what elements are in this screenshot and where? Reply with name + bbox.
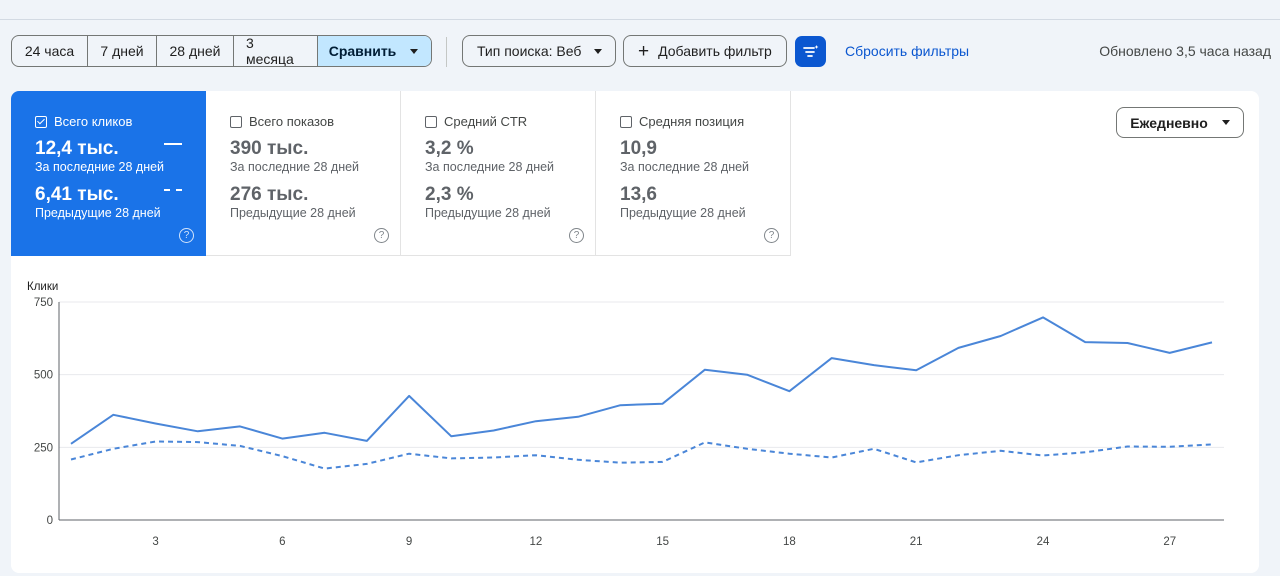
range-24h-button[interactable]: 24 часа xyxy=(12,36,88,66)
plus-icon: + xyxy=(638,40,650,62)
help-icon[interactable]: ? xyxy=(179,228,194,243)
metric-prev-period: Предыдущие 28 дней xyxy=(230,206,356,220)
y-axis-ticks: 0 250 500 750 xyxy=(34,297,53,527)
chevron-down-icon xyxy=(410,48,419,54)
compare-label: Сравнить xyxy=(328,43,397,59)
checkbox-icon[interactable] xyxy=(425,115,437,128)
x-tick-label: 15 xyxy=(656,536,669,548)
metric-label: Средняя позиция xyxy=(639,114,745,129)
toolbar: 24 часа 7 дней 28 дней 3 месяца Сравнить… xyxy=(11,35,1271,68)
granularity-dropdown[interactable]: Ежедневно xyxy=(1116,107,1244,138)
metric-average-ctr[interactable]: Средний CTR 3,2 % За последние 28 дней 2… xyxy=(401,91,596,256)
search-type-dropdown[interactable]: Тип поиска: Веб xyxy=(462,35,616,67)
legend-dashed-line-icon xyxy=(164,189,182,191)
range-7d-button[interactable]: 7 дней xyxy=(88,36,157,66)
add-filter-button[interactable]: + Добавить фильтр xyxy=(623,35,787,67)
checkbox-icon[interactable] xyxy=(35,115,47,128)
series-line-current xyxy=(70,316,1213,445)
range-3m-button[interactable]: 3 месяца xyxy=(234,36,318,66)
metric-label: Средний CTR xyxy=(444,114,528,129)
search-type-label: Тип поиска: Веб xyxy=(477,43,582,59)
y-tick-label: 500 xyxy=(34,370,53,382)
help-icon[interactable]: ? xyxy=(569,228,584,243)
performance-card: Всего кликов 12,4 тыс. За последние 28 д… xyxy=(11,91,1259,573)
metric-value: 390 тыс. xyxy=(230,138,309,159)
metric-header: Средняя позиция xyxy=(620,114,790,129)
metric-period: За последние 28 дней xyxy=(230,160,360,174)
metric-label: Всего показов xyxy=(249,114,334,129)
chevron-down-icon xyxy=(1221,120,1230,125)
toolbar-divider xyxy=(446,37,447,67)
reset-filters-link[interactable]: Сбросить фильтры xyxy=(845,43,970,59)
add-filter-label: Добавить фильтр xyxy=(658,43,772,59)
y-tick-label: 250 xyxy=(34,442,53,454)
range-28d-button[interactable]: 28 дней xyxy=(157,36,234,66)
metric-value: 10,9 xyxy=(620,138,657,159)
header-divider xyxy=(0,19,1280,20)
metric-total-clicks[interactable]: Всего кликов 12,4 тыс. За последние 28 д… xyxy=(11,91,206,256)
x-tick-label: 9 xyxy=(406,536,412,548)
metric-label: Всего кликов xyxy=(54,114,133,129)
x-tick-label: 27 xyxy=(1163,536,1176,548)
x-tick-label: 18 xyxy=(783,536,796,548)
help-icon[interactable]: ? xyxy=(764,228,779,243)
metric-period: За последние 28 дней xyxy=(620,160,750,174)
checkbox-icon[interactable] xyxy=(620,115,632,128)
chart-series xyxy=(70,316,1213,470)
x-tick-label: 12 xyxy=(529,536,542,548)
metric-header: Всего кликов xyxy=(35,114,205,129)
metric-prev-period: Предыдущие 28 дней xyxy=(620,206,746,220)
chart-grid xyxy=(58,301,1224,521)
y-axis-title: Клики xyxy=(27,281,58,293)
series-line-previous xyxy=(70,440,1213,470)
metric-prev-value: 2,3 % xyxy=(425,184,474,205)
compare-button[interactable]: Сравнить xyxy=(318,36,431,66)
date-range-group: 24 часа 7 дней 28 дней 3 месяца Сравнить xyxy=(11,35,432,67)
granularity-label: Ежедневно xyxy=(1130,114,1208,131)
metric-header: Всего показов xyxy=(230,114,400,129)
x-tick-label: 21 xyxy=(910,536,923,548)
x-axis-ticks: 3 6 9 12 15 18 21 24 27 xyxy=(152,536,1176,548)
y-tick-label: 0 xyxy=(47,515,53,527)
metric-period: За последние 28 дней xyxy=(35,160,165,174)
metric-average-position[interactable]: Средняя позиция 10,9 За последние 28 дне… xyxy=(596,91,791,256)
metric-prev-value: 276 тыс. xyxy=(230,184,309,205)
metric-prev-value: 13,6 xyxy=(620,184,657,205)
x-tick-label: 3 xyxy=(152,536,158,548)
last-updated-text: Обновлено 3,5 часа назад xyxy=(1099,43,1271,59)
x-tick-label: 24 xyxy=(1037,536,1050,548)
y-tick-label: 750 xyxy=(34,297,53,309)
filter-sparkle-icon xyxy=(802,44,818,57)
filter-settings-button[interactable] xyxy=(795,36,826,67)
checkbox-icon[interactable] xyxy=(230,115,242,128)
metric-total-impressions[interactable]: Всего показов 390 тыс. За последние 28 д… xyxy=(206,91,401,256)
help-icon[interactable]: ? xyxy=(374,228,389,243)
legend-solid-line-icon xyxy=(164,143,182,145)
metric-prev-period: Предыдущие 28 дней xyxy=(35,206,161,220)
metric-value: 3,2 % xyxy=(425,138,474,159)
metric-prev-period: Предыдущие 28 дней xyxy=(425,206,551,220)
x-tick-label: 6 xyxy=(279,536,285,548)
metric-prev-value: 6,41 тыс. xyxy=(35,184,119,205)
metric-period: За последние 28 дней xyxy=(425,160,555,174)
chevron-down-icon xyxy=(594,48,603,54)
metric-value: 12,4 тыс. xyxy=(35,138,119,159)
metric-header: Средний CTR xyxy=(425,114,595,129)
clicks-line-chart: Клики 0 250 500 750 3 6 9 12 15 18 21 24 27 xyxy=(27,281,1224,548)
